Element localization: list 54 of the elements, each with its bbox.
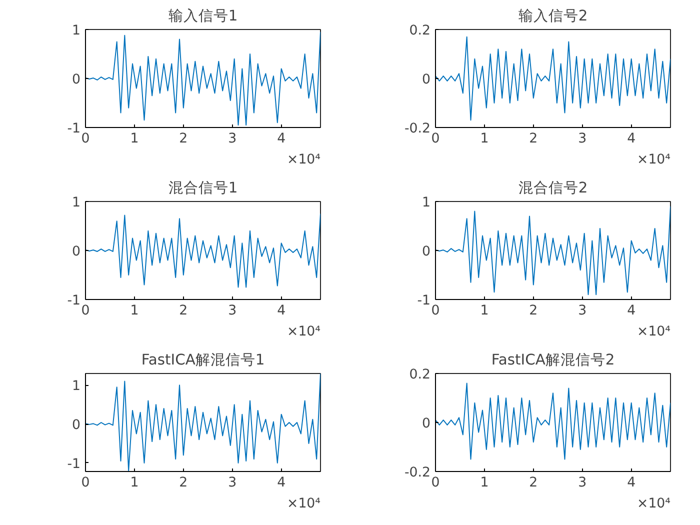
x-tick-label: 2 [179, 476, 188, 490]
text: ×10⁴ [637, 324, 671, 340]
x-tick-label: 3 [228, 304, 237, 318]
x-tick-label: 1 [480, 476, 489, 490]
y-tick-label: 1 [72, 24, 81, 38]
x-tick-label: 2 [179, 132, 188, 146]
y-tick-label: 0.2 [409, 368, 431, 382]
y-tick-label: 1 [72, 196, 81, 210]
x-tick-label: 3 [578, 304, 587, 318]
y-tick-label: -0.2 [404, 466, 431, 480]
chart-title: 输入信号1 [168, 8, 238, 24]
x-tick-label: 1 [480, 304, 489, 318]
x-tick-label: 4 [277, 476, 286, 490]
y-tick-label: 0.2 [409, 24, 431, 38]
x-tick-label: 2 [529, 476, 538, 490]
chart-title: FastICA解混信号1 [141, 352, 265, 368]
x-tick-label: 4 [627, 304, 636, 318]
x-tick-label: 3 [228, 132, 237, 146]
text: ×10⁴ [287, 152, 321, 168]
text: ×10⁴ [287, 496, 321, 512]
y-tick-label: 0 [422, 244, 431, 260]
y-tick-label: 1 [72, 379, 81, 394]
chart-title: 混合信号1 [168, 180, 238, 196]
x-tick-label: 3 [578, 476, 587, 490]
text: ×10⁴ [637, 496, 671, 512]
chart-title: FastICA解混信号2 [491, 352, 615, 368]
y-tick-label: 1 [422, 196, 431, 210]
y-tick-label: -1 [67, 456, 81, 472]
x-tick-label: 4 [277, 304, 286, 318]
y-tick-label: -0.2 [404, 122, 431, 136]
y-tick-label: 0 [72, 244, 81, 260]
y-tick-label: 0 [422, 72, 431, 88]
x-tick-label: 1 [130, 304, 139, 318]
x-tick-label: 1 [480, 132, 489, 146]
text: ×10⁴ [637, 152, 671, 168]
x-tick-label: 3 [578, 132, 587, 146]
x-tick-label: 4 [277, 132, 286, 146]
y-tick-label: 0 [72, 418, 81, 434]
text: ×10⁴ [287, 324, 321, 340]
x-tick-label: 2 [179, 304, 188, 318]
chart-title: 混合信号2 [518, 180, 588, 196]
x-tick-label: 2 [529, 304, 538, 318]
y-tick-label: -1 [67, 294, 81, 308]
y-tick-label: 0 [422, 416, 431, 432]
x-tick-label: 2 [529, 132, 538, 146]
x-tick-label: 4 [627, 476, 636, 490]
x-tick-label: 1 [130, 476, 139, 490]
y-tick-label: 0 [72, 72, 81, 88]
x-tick-label: 3 [228, 476, 237, 490]
y-tick-label: -1 [417, 294, 431, 308]
chart-title: 输入信号2 [518, 8, 588, 24]
y-tick-label: -1 [67, 122, 81, 136]
x-tick-label: 4 [627, 132, 636, 146]
x-tick-label: 1 [130, 132, 139, 146]
